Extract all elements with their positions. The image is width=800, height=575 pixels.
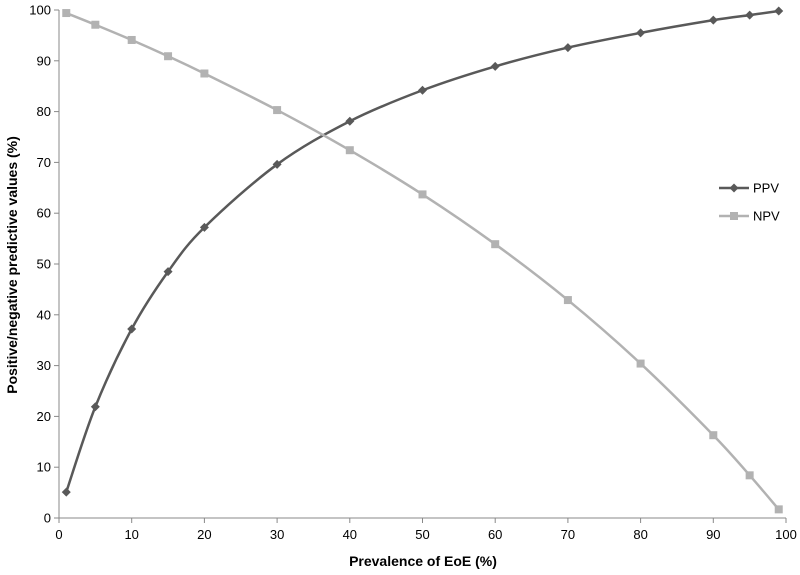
ppv-point: [272, 159, 282, 169]
ppv-point: [163, 267, 173, 277]
ppv-point: [61, 487, 71, 497]
npv-point: [127, 35, 136, 44]
ppv-point: [708, 15, 718, 25]
y-tick-label: 70: [37, 155, 51, 170]
ppv-point: [774, 6, 784, 16]
legend: PPV NPV: [719, 181, 780, 224]
ppv-line: [65, 9, 779, 493]
x-tick-label: 30: [270, 527, 284, 542]
npv-point: [563, 296, 572, 305]
ppv-point: [745, 10, 755, 20]
x-tick-label: 70: [561, 527, 575, 542]
x-tick-label: 80: [633, 527, 647, 542]
ppv-point: [199, 222, 209, 232]
legend-label-ppv: PPV: [753, 181, 779, 196]
legend-marker-ppv: [729, 183, 739, 193]
npv-point: [745, 471, 754, 480]
x-tick-label: 20: [197, 527, 211, 542]
x-tick-label: 0: [55, 527, 62, 542]
x-tick-label: 40: [343, 527, 357, 542]
legend-item-npv: NPV: [719, 209, 780, 224]
npv-point: [164, 52, 173, 61]
x-tick-label: 90: [706, 527, 720, 542]
npv-point: [273, 106, 282, 115]
npv-point: [91, 20, 100, 29]
series-npv: [62, 9, 783, 514]
series-group: [61, 6, 784, 514]
legend-label-npv: NPV: [753, 209, 780, 224]
x-axis-ticks: 0 10 20 30 40 50 60 70 80 90 100: [55, 518, 797, 542]
y-axis-title: Positive/negative predictive values (%): [4, 136, 20, 394]
y-tick-label: 0: [44, 511, 51, 526]
ppv-point: [563, 43, 573, 53]
x-tick-label: 60: [488, 527, 502, 542]
y-tick-label: 30: [37, 358, 51, 373]
y-tick-label: 50: [37, 257, 51, 272]
y-tick-label: 20: [37, 409, 51, 424]
npv-point: [774, 505, 783, 514]
y-axis-ticks: 0 10 20 30 40 50 60 70 80 90 100: [29, 3, 59, 526]
x-tick-label: 100: [775, 527, 797, 542]
x-tick-label: 10: [124, 527, 138, 542]
npv-point: [345, 146, 354, 155]
ppv-point: [490, 61, 500, 71]
ppv-point: [418, 85, 427, 95]
ppv-point: [127, 324, 137, 334]
y-tick-label: 100: [29, 3, 51, 18]
npv-point: [491, 240, 500, 249]
legend-marker-npv: [730, 212, 738, 220]
ppv-point: [90, 402, 100, 412]
npv-line: [65, 11, 780, 511]
npv-point: [62, 9, 71, 18]
npv-point: [709, 431, 718, 440]
x-tick-label: 50: [415, 527, 429, 542]
npv-point: [418, 190, 427, 199]
series-ppv: [61, 6, 784, 497]
x-axis-title: Prevalence of EoE (%): [349, 553, 497, 569]
ppv-point: [345, 116, 355, 126]
y-tick-label: 90: [37, 53, 51, 68]
legend-item-ppv: PPV: [719, 181, 779, 196]
ppv-point: [636, 28, 646, 38]
y-tick-label: 80: [37, 104, 51, 119]
npv-point: [636, 359, 645, 368]
y-tick-label: 10: [37, 460, 51, 475]
npv-point: [200, 69, 209, 78]
y-tick-label: 40: [37, 307, 51, 322]
y-tick-label: 60: [37, 206, 51, 221]
